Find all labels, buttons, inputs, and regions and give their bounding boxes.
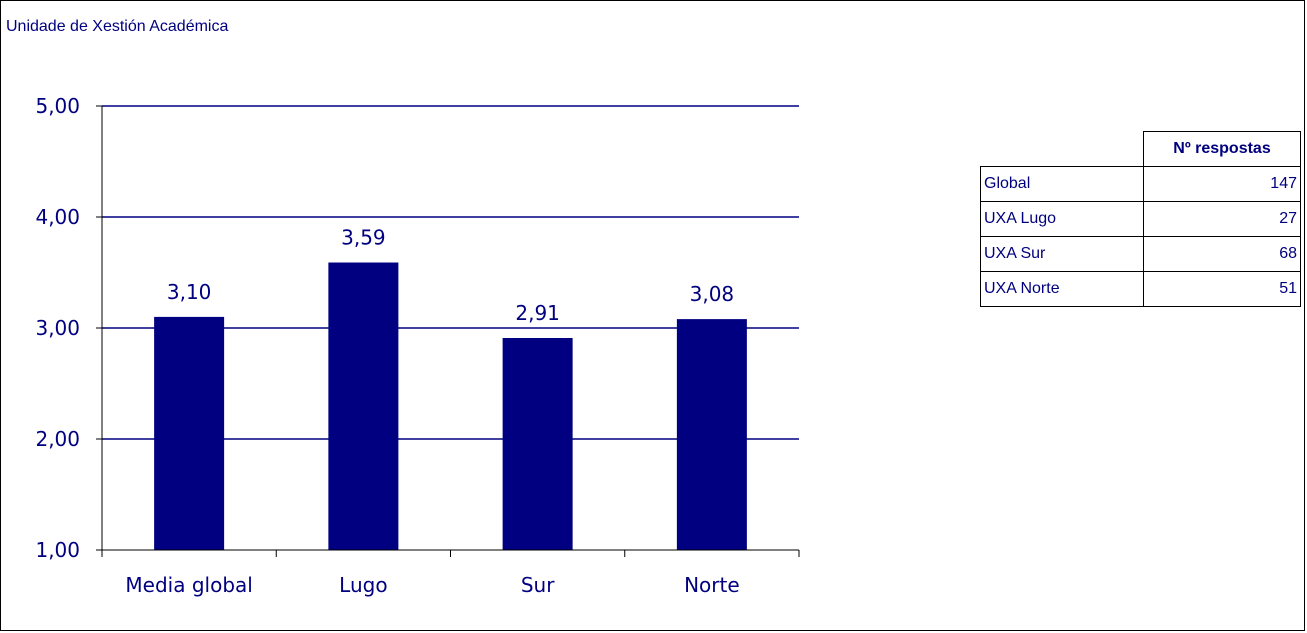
bar [154, 316, 225, 550]
labels: 1,00 2,00 3,00 4,00 5,00 3,10 Media global 3,59… [35, 94, 739, 597]
table-row: UXA Lugo 27 [980, 201, 1301, 237]
table-row: Global 147 [980, 166, 1301, 202]
category-label: Norte [684, 573, 740, 597]
y-tick-label: 5,00 [35, 94, 80, 118]
table-row-label: Global [980, 166, 1144, 202]
category-label: Lugo [339, 573, 387, 597]
y-tick-label: 2,00 [35, 427, 80, 451]
data-label: 2,91 [515, 301, 560, 325]
table-header-cell: Nº respostas [1143, 131, 1301, 167]
table-row: UXA Sur 68 [980, 236, 1301, 272]
y-tick-label: 3,00 [35, 316, 80, 340]
table-blank-cell [980, 131, 1144, 167]
y-tick-label: 1,00 [35, 538, 80, 562]
y-tick-label: 4,00 [35, 205, 80, 229]
axes [96, 105, 800, 557]
table-row-value: 51 [1143, 271, 1301, 307]
table-row: UXA Norte 51 [980, 271, 1301, 307]
category-label: Sur [521, 573, 555, 597]
unit-title: Unidade de Xestión Académica [6, 18, 229, 35]
table-row-label: UXA Norte [980, 271, 1144, 307]
table-header-row: Nº respostas [980, 131, 1301, 167]
table-row-value: 27 [1143, 201, 1301, 237]
table-row-value: 147 [1143, 166, 1301, 202]
bar [676, 319, 747, 550]
category-label: Media global [125, 573, 252, 597]
data-label: 3,59 [341, 226, 386, 250]
table-row-value: 68 [1143, 236, 1301, 272]
data-label: 3,08 [690, 282, 735, 306]
bars [154, 262, 747, 550]
table-row-label: UXA Lugo [980, 201, 1144, 237]
data-label: 3,10 [167, 280, 212, 304]
responses-table: Nº respostas Global 147 UXA Lugo 27 UXA … [980, 131, 1301, 307]
table-row-label: UXA Sur [980, 236, 1144, 272]
bar [502, 337, 573, 550]
bar [328, 262, 399, 550]
